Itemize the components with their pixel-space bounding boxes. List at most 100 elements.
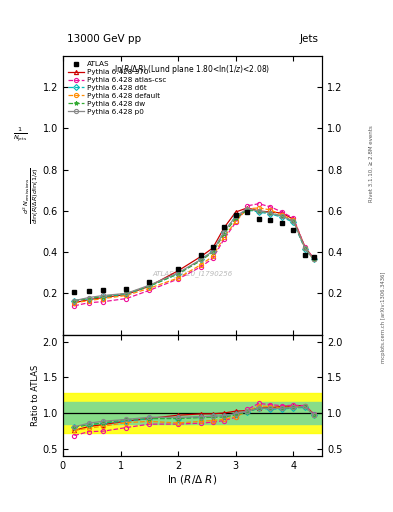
Pythia 6.428 dw bbox=[147, 283, 152, 289]
Pythia 6.428 dw bbox=[257, 208, 261, 214]
ATLAS bbox=[245, 209, 250, 215]
Pythia 6.428 atlas-csc bbox=[222, 236, 227, 242]
Pythia 6.428 default bbox=[72, 300, 77, 306]
Pythia 6.428 default bbox=[210, 253, 215, 260]
Pythia 6.428 p0 bbox=[245, 206, 250, 212]
ATLAS bbox=[279, 220, 284, 226]
Pythia 6.428 p0 bbox=[291, 218, 296, 224]
Pythia 6.428 d6t bbox=[279, 214, 284, 220]
ATLAS bbox=[101, 287, 106, 293]
ATLAS bbox=[176, 266, 180, 272]
Pythia 6.428 p0 bbox=[124, 290, 129, 296]
Pythia 6.428 default bbox=[245, 206, 250, 212]
ATLAS bbox=[311, 254, 316, 261]
Pythia 6.428 default bbox=[268, 207, 273, 213]
Line: Pythia 6.428 370: Pythia 6.428 370 bbox=[72, 206, 316, 305]
Pythia 6.428 370 bbox=[303, 244, 307, 250]
Line: Pythia 6.428 default: Pythia 6.428 default bbox=[72, 206, 316, 305]
Pythia 6.428 370 bbox=[311, 255, 316, 262]
Pythia 6.428 dw bbox=[176, 271, 180, 277]
Pythia 6.428 p0 bbox=[257, 208, 261, 214]
Pythia 6.428 370 bbox=[222, 224, 227, 230]
ATLAS bbox=[72, 289, 77, 295]
Pythia 6.428 p0 bbox=[176, 270, 180, 276]
Pythia 6.428 p0 bbox=[147, 282, 152, 288]
Pythia 6.428 default bbox=[176, 275, 180, 281]
ATLAS bbox=[268, 217, 273, 223]
Pythia 6.428 dw bbox=[245, 207, 250, 213]
Pythia 6.428 dw bbox=[222, 230, 227, 237]
Pythia 6.428 d6t bbox=[199, 257, 204, 263]
Pythia 6.428 p0 bbox=[233, 213, 238, 219]
Pythia 6.428 dw bbox=[86, 295, 91, 302]
Pythia 6.428 default bbox=[101, 295, 106, 302]
Y-axis label: $\frac{d^2\,N_\mathrm{emissions}}{d\ln(R/\Delta R)\,d\ln(1/z)}$: $\frac{d^2\,N_\mathrm{emissions}}{d\ln(R… bbox=[21, 167, 41, 224]
ATLAS bbox=[210, 244, 215, 250]
Pythia 6.428 atlas-csc bbox=[147, 287, 152, 293]
Pythia 6.428 dw bbox=[199, 258, 204, 264]
Pythia 6.428 d6t bbox=[124, 291, 129, 297]
Pythia 6.428 d6t bbox=[222, 228, 227, 234]
Pythia 6.428 dw bbox=[210, 249, 215, 255]
Text: $\ln(R/\Delta R)$ (Lund plane 1.80<$\ln(1/z)$<2.08): $\ln(R/\Delta R)$ (Lund plane 1.80<$\ln(… bbox=[114, 63, 271, 76]
Pythia 6.428 p0 bbox=[101, 292, 106, 298]
Pythia 6.428 atlas-csc bbox=[199, 264, 204, 270]
Pythia 6.428 default bbox=[124, 292, 129, 298]
Pythia 6.428 d6t bbox=[147, 283, 152, 289]
Pythia 6.428 370 bbox=[210, 245, 215, 251]
Pythia 6.428 d6t bbox=[210, 248, 215, 254]
Pythia 6.428 d6t bbox=[233, 213, 238, 219]
Pythia 6.428 atlas-csc bbox=[268, 204, 273, 210]
Pythia 6.428 p0 bbox=[72, 297, 77, 304]
X-axis label: ln $(R/\Delta\ R)$: ln $(R/\Delta\ R)$ bbox=[167, 473, 218, 486]
Pythia 6.428 p0 bbox=[279, 213, 284, 219]
Text: $\frac{1}{N_\mathrm{jets}}$: $\frac{1}{N_\mathrm{jets}}$ bbox=[13, 125, 28, 143]
Pythia 6.428 370 bbox=[257, 208, 261, 214]
Pythia 6.428 atlas-csc bbox=[291, 215, 296, 221]
Line: Pythia 6.428 d6t: Pythia 6.428 d6t bbox=[72, 208, 316, 303]
Pythia 6.428 default bbox=[233, 218, 238, 224]
Line: ATLAS: ATLAS bbox=[72, 209, 316, 295]
Pythia 6.428 370 bbox=[291, 216, 296, 222]
Pythia 6.428 atlas-csc bbox=[303, 244, 307, 250]
Pythia 6.428 atlas-csc bbox=[176, 276, 180, 282]
Pythia 6.428 dw bbox=[101, 293, 106, 300]
Line: Pythia 6.428 p0: Pythia 6.428 p0 bbox=[72, 207, 316, 303]
Text: Jets: Jets bbox=[299, 33, 318, 44]
Pythia 6.428 d6t bbox=[72, 297, 77, 304]
Pythia 6.428 370 bbox=[124, 291, 129, 297]
Pythia 6.428 default bbox=[291, 217, 296, 223]
Pythia 6.428 370 bbox=[86, 296, 91, 303]
Text: 13000 GeV pp: 13000 GeV pp bbox=[67, 33, 141, 44]
Pythia 6.428 d6t bbox=[257, 209, 261, 215]
Pythia 6.428 d6t bbox=[101, 293, 106, 300]
Pythia 6.428 atlas-csc bbox=[210, 255, 215, 262]
Pythia 6.428 atlas-csc bbox=[72, 303, 77, 309]
Pythia 6.428 default bbox=[303, 245, 307, 251]
Text: Rivet 3.1.10, ≥ 2.8M events: Rivet 3.1.10, ≥ 2.8M events bbox=[369, 125, 374, 202]
Text: mcplots.cern.ch [arXiv:1306.3436]: mcplots.cern.ch [arXiv:1306.3436] bbox=[381, 272, 386, 363]
Pythia 6.428 atlas-csc bbox=[86, 300, 91, 306]
Pythia 6.428 atlas-csc bbox=[245, 203, 250, 209]
Pythia 6.428 atlas-csc bbox=[279, 209, 284, 215]
Pythia 6.428 default bbox=[222, 233, 227, 240]
Pythia 6.428 default bbox=[279, 212, 284, 218]
Line: Pythia 6.428 dw: Pythia 6.428 dw bbox=[72, 208, 316, 303]
Pythia 6.428 p0 bbox=[199, 257, 204, 263]
Pythia 6.428 default bbox=[199, 262, 204, 268]
Pythia 6.428 atlas-csc bbox=[124, 295, 129, 302]
Pythia 6.428 d6t bbox=[268, 211, 273, 217]
Pythia 6.428 d6t bbox=[245, 207, 250, 213]
Y-axis label: Ratio to ATLAS: Ratio to ATLAS bbox=[31, 365, 40, 426]
Legend: ATLAS, Pythia 6.428 370, Pythia 6.428 atlas-csc, Pythia 6.428 d6t, Pythia 6.428 : ATLAS, Pythia 6.428 370, Pythia 6.428 at… bbox=[66, 59, 169, 117]
ATLAS bbox=[124, 286, 129, 292]
Pythia 6.428 dw bbox=[311, 257, 316, 263]
ATLAS bbox=[257, 216, 261, 222]
Pythia 6.428 370 bbox=[176, 268, 180, 274]
Pythia 6.428 p0 bbox=[210, 248, 215, 254]
Pythia 6.428 p0 bbox=[86, 294, 91, 301]
Pythia 6.428 dw bbox=[72, 297, 77, 304]
Pythia 6.428 370 bbox=[233, 209, 238, 215]
Pythia 6.428 d6t bbox=[311, 257, 316, 263]
Pythia 6.428 default bbox=[257, 205, 261, 211]
